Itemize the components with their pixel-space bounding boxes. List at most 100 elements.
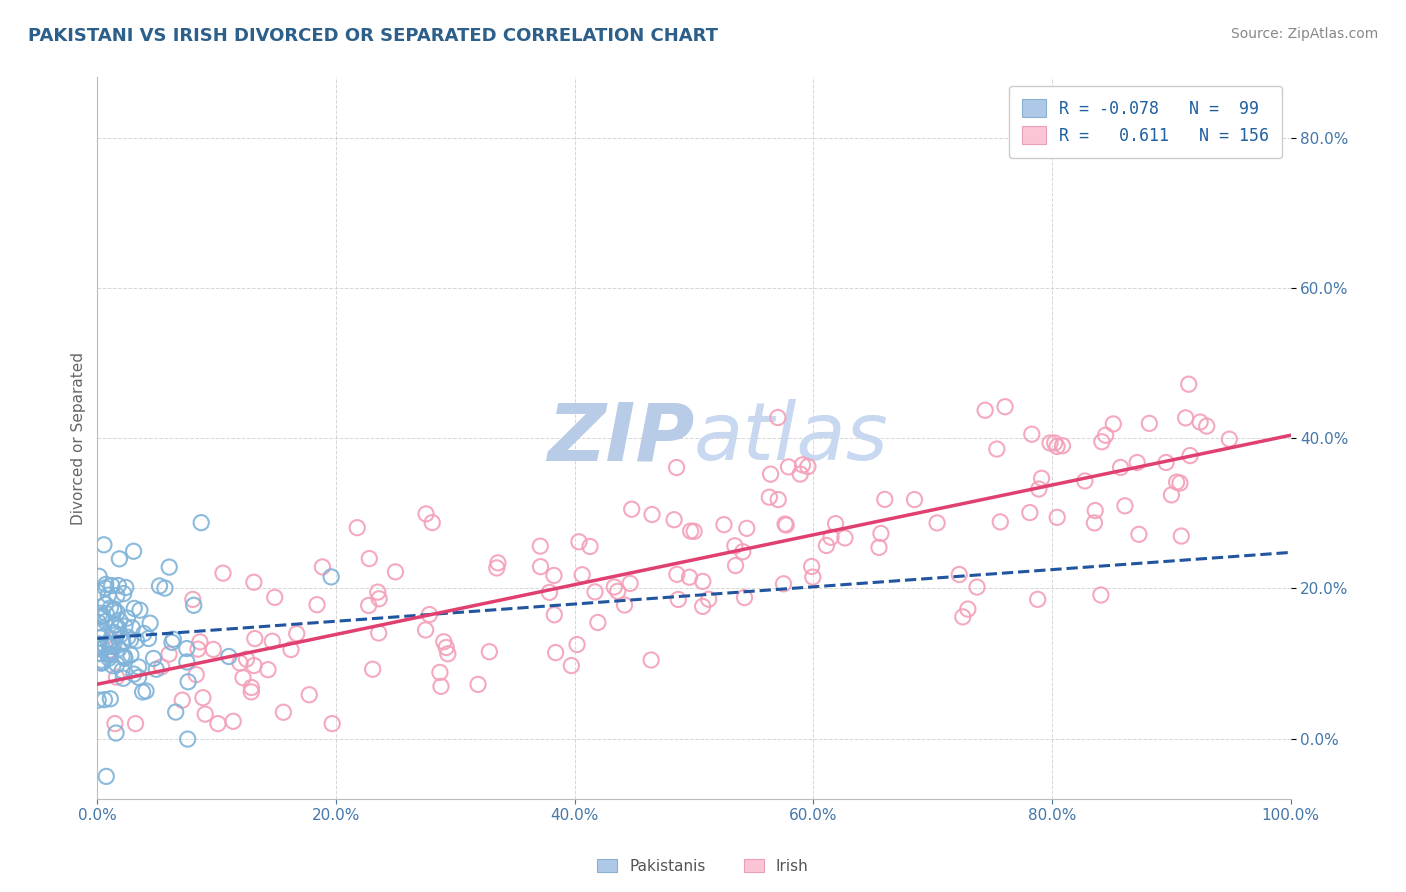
Point — [543, 568, 565, 582]
Point — [361, 662, 384, 676]
Point — [305, 598, 328, 612]
Point — [773, 517, 796, 532]
Point — [1018, 506, 1040, 520]
Point — [486, 556, 509, 570]
Point — [834, 531, 856, 545]
Point — [114, 619, 136, 633]
Point — [724, 539, 747, 553]
Point — [1046, 439, 1069, 453]
Point — [697, 592, 720, 607]
Point — [1126, 456, 1149, 470]
Point — [529, 559, 551, 574]
Point — [87, 569, 110, 583]
Point — [105, 657, 128, 672]
Point — [160, 635, 183, 649]
Point — [437, 647, 460, 661]
Point — [713, 517, 735, 532]
Point — [1052, 439, 1074, 453]
Point — [801, 570, 824, 584]
Point — [105, 670, 128, 684]
Point — [122, 667, 145, 681]
Point — [1128, 527, 1150, 541]
Point — [191, 690, 214, 705]
Point — [145, 662, 167, 676]
Point — [157, 560, 180, 574]
Point — [176, 732, 198, 747]
Point — [207, 716, 229, 731]
Point — [1028, 482, 1050, 496]
Point — [298, 688, 321, 702]
Point — [758, 490, 780, 504]
Point — [619, 576, 641, 591]
Point — [613, 598, 636, 612]
Point — [824, 516, 846, 531]
Point — [94, 639, 117, 653]
Point — [1170, 529, 1192, 543]
Point — [1189, 415, 1212, 429]
Point — [273, 705, 295, 719]
Point — [105, 606, 128, 620]
Point — [870, 526, 893, 541]
Point — [583, 585, 606, 599]
Point — [108, 551, 131, 566]
Point — [103, 625, 125, 640]
Point — [98, 643, 121, 657]
Point — [988, 515, 1011, 529]
Point — [948, 567, 970, 582]
Point — [94, 597, 117, 611]
Point — [415, 507, 437, 521]
Point — [111, 664, 134, 678]
Text: Source: ZipAtlas.com: Source: ZipAtlas.com — [1230, 27, 1378, 41]
Point — [1218, 432, 1240, 446]
Point — [100, 600, 122, 615]
Point — [568, 534, 591, 549]
Point — [87, 637, 110, 651]
Point — [433, 634, 456, 648]
Point — [122, 601, 145, 615]
Point — [1177, 377, 1199, 392]
Point — [367, 626, 389, 640]
Point — [243, 632, 266, 646]
Legend: Pakistanis, Irish: Pakistanis, Irish — [591, 853, 815, 880]
Point — [114, 651, 136, 665]
Point — [122, 544, 145, 558]
Point — [240, 681, 263, 695]
Point — [97, 648, 120, 662]
Point — [89, 631, 111, 645]
Point — [86, 585, 108, 599]
Point — [111, 649, 134, 664]
Point — [89, 647, 111, 661]
Point — [543, 607, 565, 622]
Point — [132, 626, 155, 640]
Point — [107, 621, 129, 635]
Point — [485, 561, 508, 575]
Point — [104, 716, 127, 731]
Point — [263, 591, 285, 605]
Point — [97, 588, 120, 602]
Point — [240, 685, 263, 699]
Point — [735, 521, 758, 535]
Point — [87, 624, 110, 639]
Point — [1137, 417, 1160, 431]
Point — [89, 623, 111, 637]
Point — [139, 616, 162, 631]
Point — [183, 599, 205, 613]
Point — [956, 602, 979, 616]
Point — [321, 570, 343, 584]
Text: atlas: atlas — [695, 399, 889, 477]
Point — [620, 502, 643, 516]
Point — [101, 658, 124, 673]
Point — [1195, 419, 1218, 434]
Point — [665, 567, 688, 582]
Point — [1043, 436, 1066, 450]
Point — [114, 581, 136, 595]
Point — [97, 636, 120, 650]
Point — [759, 467, 782, 482]
Point — [775, 518, 797, 533]
Point — [1074, 474, 1097, 488]
Point — [243, 658, 266, 673]
Point — [89, 606, 111, 620]
Point — [157, 647, 180, 661]
Point — [1046, 510, 1069, 524]
Point — [93, 538, 115, 552]
